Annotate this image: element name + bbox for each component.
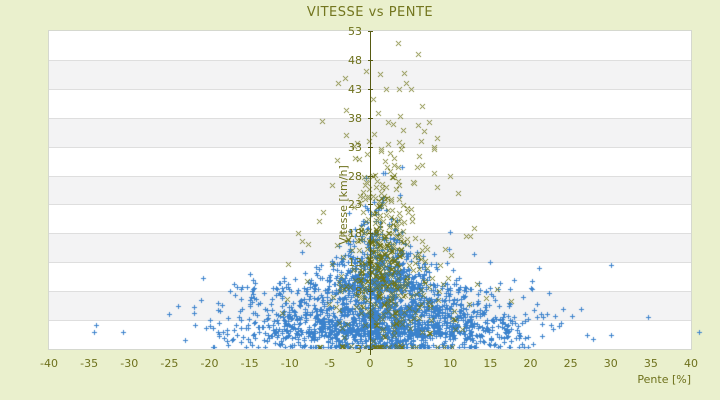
y-tick-label: 33 — [348, 140, 362, 154]
y-tick-label: 13 — [348, 256, 362, 270]
scatter-points-canvas — [49, 31, 703, 349]
x-tick-label: 30 — [603, 357, 618, 370]
y-tick-mark — [368, 349, 373, 350]
y-tick-mark — [368, 117, 373, 119]
x-tick-label: 5 — [406, 357, 414, 370]
y-tick-label: 23 — [348, 198, 362, 212]
y-axis-line — [370, 31, 371, 355]
y-tick-label: 3 — [355, 343, 362, 356]
y-tick-mark — [368, 175, 373, 177]
x-tick-label: 0 — [366, 357, 374, 370]
x-tick-label: 10 — [443, 357, 458, 370]
y-tick-mark — [368, 291, 373, 293]
y-tick-label: 28 — [348, 169, 362, 183]
y-tick-mark — [368, 59, 373, 61]
x-tick-label: -15 — [240, 357, 259, 370]
x-tick-label: -40 — [40, 357, 58, 370]
x-tick-label: 20 — [523, 357, 538, 370]
y-tick-label: 48 — [348, 53, 362, 67]
y-tick-mark — [368, 204, 373, 206]
y-axis-title: Vitesse [km/h] — [337, 165, 350, 245]
x-tick-label: -20 — [200, 357, 219, 370]
y-tick-label: 38 — [348, 111, 362, 125]
x-tick-label: 35 — [643, 357, 658, 370]
y-tick-label: 43 — [348, 82, 362, 96]
x-axis-title: Pente [%] — [637, 373, 691, 386]
x-tick-label: 40 — [684, 357, 698, 370]
chart-title: VITESSE vs PENTE — [306, 5, 434, 20]
x-tick-label: -5 — [324, 357, 336, 370]
y-tick-label: 18 — [348, 227, 362, 241]
x-tick-label: 25 — [563, 357, 578, 370]
y-tick-mark — [368, 88, 373, 90]
y-tick-label: 8 — [355, 285, 362, 299]
x-tick-label: -30 — [120, 357, 139, 370]
y-tick-mark — [368, 262, 373, 264]
y-tick-mark — [368, 233, 373, 235]
x-tick-label: -35 — [80, 357, 99, 370]
x-tick-label: -10 — [280, 357, 299, 370]
y-tick-mark — [368, 146, 373, 148]
y-tick-mark — [368, 31, 373, 32]
y-tick-label: 53 — [348, 25, 362, 38]
x-tick-label: -25 — [160, 357, 179, 370]
x-tick-label: 15 — [483, 357, 498, 370]
